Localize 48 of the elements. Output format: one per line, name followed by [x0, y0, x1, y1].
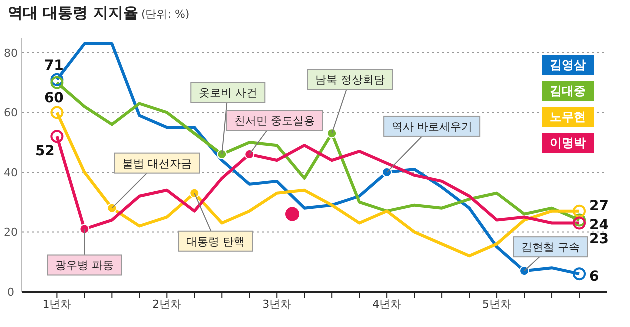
chart-subtitle: (단위: %) [141, 8, 190, 21]
data-label: 24 [590, 217, 610, 234]
x-tick-label: 5년차 [482, 298, 512, 311]
annotation: 광우병 파동 [55, 259, 114, 272]
point [244, 150, 255, 160]
point [50, 106, 64, 120]
text: 김영삼 [542, 55, 594, 75]
y-tick-label: 40 [4, 166, 18, 180]
annotation: 친서민 중도실용 [234, 114, 315, 128]
annotation: 불법 대선자금 [122, 157, 192, 170]
data-label: 71 [44, 58, 64, 74]
point [520, 266, 530, 276]
data-label: 6 [590, 269, 600, 286]
annotation: 역사 바로세우기 [392, 120, 472, 134]
point [107, 203, 118, 214]
chart-title: 역대 대통령 지지율 [8, 4, 138, 22]
point [50, 73, 64, 86]
data-label: 60 [44, 90, 64, 107]
point [50, 130, 64, 144]
point [286, 207, 300, 222]
point [50, 76, 64, 90]
point [573, 214, 586, 227]
x-tick-label: 3년차 [262, 298, 292, 311]
y-tick-label: 0 [8, 286, 14, 299]
y-tick-label: 80 [4, 46, 18, 60]
y-tick-label: 20 [4, 226, 18, 240]
annotation: 김현철 구속 [521, 241, 580, 254]
text: 이명박 [542, 133, 594, 153]
x-tick-label: 4년차 [372, 298, 402, 311]
point [573, 268, 586, 281]
point [80, 224, 90, 234]
data-label: 27 [590, 198, 609, 214]
text: 김대중 [542, 81, 594, 101]
point [382, 167, 392, 178]
y-tick-label: 60 [4, 106, 18, 120]
annotation: 대통령 탄핵 [186, 235, 245, 248]
data-label: 23 [590, 231, 609, 248]
x-tick-label: 2년차 [152, 298, 182, 311]
data-label: 52 [35, 144, 55, 160]
annotation: 남북 정상회담 [315, 74, 385, 87]
x-tick-label: 1년차 [42, 298, 72, 311]
text: 노무현 [542, 107, 594, 127]
annotation: 옷로비 사건 [198, 86, 258, 100]
point [327, 128, 338, 139]
point [217, 150, 228, 160]
point [573, 216, 586, 230]
point [573, 204, 586, 218]
point [190, 188, 200, 198]
